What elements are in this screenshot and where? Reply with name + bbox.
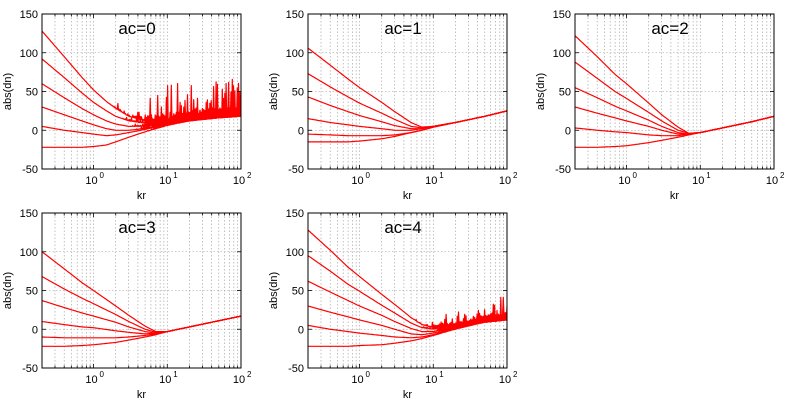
- series-group: [575, 35, 774, 148]
- y-axis-label: abs(dn): [268, 73, 280, 110]
- series-group: [308, 47, 507, 143]
- x-tick-exponent: 2: [247, 370, 252, 379]
- series-line-1: [42, 251, 241, 333]
- x-tick-label: 10: [351, 175, 363, 187]
- y-tick-label: -50: [555, 164, 571, 176]
- x-tick-label: 10: [425, 374, 437, 386]
- y-tick-label: 150: [286, 9, 304, 21]
- y-tick-label: 100: [20, 247, 38, 259]
- x-axis-label: kr: [137, 190, 147, 202]
- y-tick-label: 100: [286, 48, 304, 60]
- series-line-4: [42, 315, 241, 335]
- x-tick-exponent: 1: [706, 171, 711, 180]
- y-axis-label: abs(dn): [535, 73, 547, 110]
- series-line-6: [42, 315, 241, 347]
- y-tick-label: 50: [26, 87, 38, 99]
- x-tick-exponent: 2: [513, 171, 518, 180]
- y-tick-label: 0: [32, 125, 38, 137]
- y-tick-label: 100: [20, 48, 38, 60]
- series-group: [42, 251, 241, 347]
- x-axis-label: kr: [403, 190, 413, 202]
- chart-title: ac=4: [384, 218, 421, 237]
- x-tick-label: 10: [692, 175, 704, 187]
- series-line-2: [575, 61, 774, 134]
- x-tick-exponent: 0: [100, 171, 105, 180]
- chart-title: ac=0: [118, 19, 155, 38]
- x-tick-label: 10: [159, 175, 171, 187]
- y-tick-label: 100: [286, 247, 304, 259]
- y-tick-label: 50: [26, 286, 38, 298]
- x-tick-exponent: 1: [439, 171, 444, 180]
- x-tick-label: 10: [618, 175, 630, 187]
- x-tick-exponent: 1: [439, 370, 444, 379]
- series-line-5: [308, 299, 507, 339]
- y-tick-label: 150: [286, 208, 304, 220]
- series-line-6: [575, 115, 774, 148]
- y-tick-label: 0: [298, 324, 304, 336]
- x-tick-label: 10: [425, 175, 437, 187]
- y-tick-label: 50: [292, 87, 304, 99]
- grid-lines: [307, 14, 507, 169]
- y-axis-label: abs(dn): [2, 73, 14, 110]
- y-tick-label: -50: [22, 164, 38, 176]
- x-tick-label: 10: [233, 175, 245, 187]
- x-tick-exponent: 0: [100, 370, 105, 379]
- x-tick-exponent: 0: [366, 370, 371, 379]
- chart-title: ac=2: [651, 19, 688, 38]
- x-tick-exponent: 2: [513, 370, 518, 379]
- series-line-1: [308, 47, 507, 128]
- y-tick-label: -50: [288, 164, 304, 176]
- y-tick-label: 0: [298, 125, 304, 137]
- grid-lines: [41, 213, 241, 368]
- grid-lines: [574, 14, 774, 169]
- y-tick-label: -50: [22, 363, 38, 375]
- x-tick-label: 10: [766, 175, 778, 187]
- y-tick-label: 150: [553, 9, 571, 21]
- y-tick-label: -50: [288, 363, 304, 375]
- series-line-6: [308, 296, 507, 347]
- y-axis-label: abs(dn): [268, 272, 280, 309]
- x-tick-label: 10: [233, 374, 245, 386]
- y-tick-label: 100: [553, 48, 571, 60]
- series-line-3: [575, 87, 774, 135]
- x-axis-label: kr: [403, 389, 413, 401]
- x-tick-exponent: 0: [633, 171, 638, 180]
- chart-title: ac=1: [384, 19, 421, 38]
- x-tick-label: 10: [159, 374, 171, 386]
- y-tick-label: 0: [32, 324, 38, 336]
- y-axis-label: abs(dn): [2, 272, 14, 309]
- x-tick-exponent: 2: [780, 171, 785, 180]
- x-tick-label: 10: [85, 374, 97, 386]
- x-tick-exponent: 2: [247, 171, 252, 180]
- x-tick-exponent: 1: [173, 370, 178, 379]
- series-line-6: [308, 110, 507, 143]
- series-group: [308, 229, 507, 347]
- y-tick-label: 50: [292, 286, 304, 298]
- x-axis-label: kr: [137, 389, 147, 401]
- series-group: [42, 30, 241, 148]
- x-tick-exponent: 1: [173, 171, 178, 180]
- x-axis-label: kr: [670, 190, 680, 202]
- y-tick-label: 0: [565, 125, 571, 137]
- y-tick-label: 150: [20, 9, 38, 21]
- y-tick-label: 150: [20, 208, 38, 220]
- x-tick-exponent: 0: [366, 171, 371, 180]
- series-line-1: [308, 229, 507, 329]
- x-tick-label: 10: [351, 374, 363, 386]
- series-line-6: [42, 81, 241, 148]
- x-tick-label: 10: [499, 374, 511, 386]
- x-tick-label: 10: [499, 175, 511, 187]
- chart-title: ac=3: [118, 218, 155, 237]
- x-tick-label: 10: [85, 175, 97, 187]
- y-tick-label: 50: [559, 87, 571, 99]
